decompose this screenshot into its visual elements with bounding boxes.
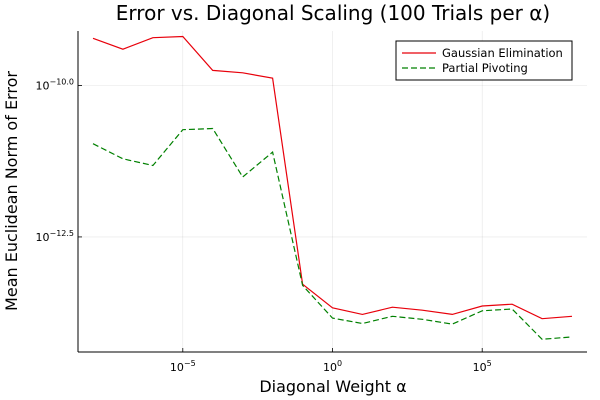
x-tick-label: 10−5 [170, 359, 196, 374]
series-line-1 [92, 127, 573, 340]
grid [78, 31, 587, 352]
legend-box [395, 40, 573, 81]
x-axis-label: Diagonal Weight α [259, 377, 406, 396]
chart-title: Error vs. Diagonal Scaling (100 Trials p… [116, 1, 550, 25]
x-tick-label: 105 [473, 359, 492, 374]
x-tick-label: 100 [323, 359, 342, 374]
y-tick-label: 10−10.0 [35, 78, 74, 93]
legend: Gaussian Elimination Partial Pivoting [395, 40, 573, 81]
series-line-0 [92, 35, 573, 320]
tick-labels: 10−5 100 105 10−10.0 10−12.5 [35, 78, 491, 374]
series-group [92, 35, 573, 340]
legend-label-partial: Partial Pivoting [442, 61, 528, 75]
axes [77, 31, 587, 353]
y-axis-label: Mean Euclidean Norm of Error [2, 71, 21, 311]
y-tick-label: 10−12.5 [35, 229, 74, 244]
legend-label-gaussian: Gaussian Elimination [442, 46, 563, 60]
